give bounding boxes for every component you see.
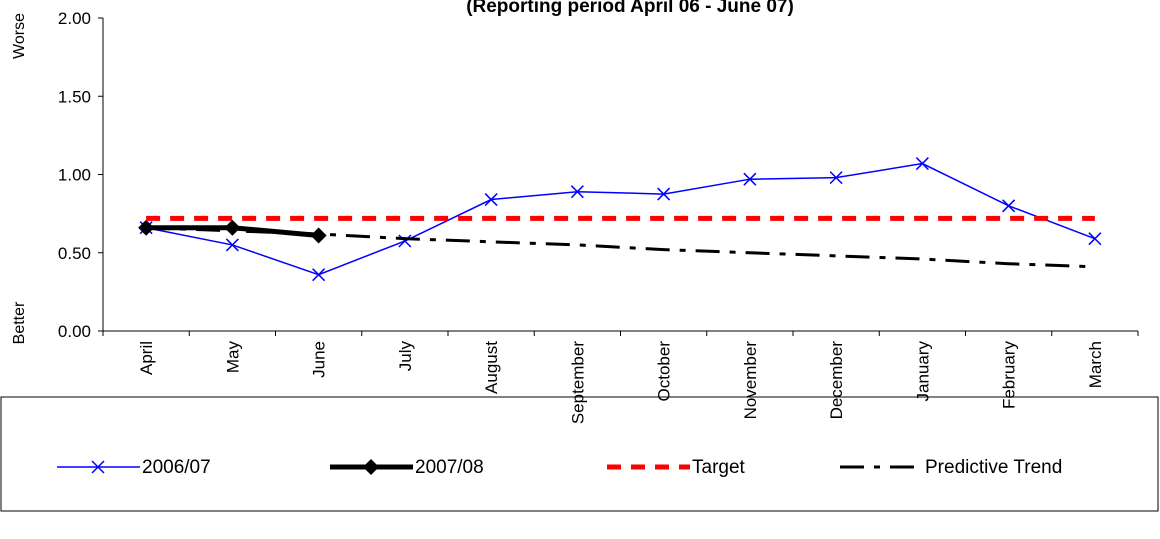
x-tick-label: January: [913, 341, 932, 402]
marker: [225, 238, 239, 252]
marker: [224, 219, 241, 236]
x-tick-label: April: [137, 341, 156, 375]
x-tick-label: February: [1000, 341, 1019, 410]
marker: [484, 193, 498, 207]
legend-label: Predictive Trend: [925, 457, 1062, 478]
marker: [1088, 232, 1102, 246]
y-tick-label: 2.00: [58, 9, 91, 28]
x-tick-label: August: [482, 341, 501, 394]
x-tick-label: March: [1086, 341, 1105, 388]
y-tick-label: 0.50: [58, 244, 91, 263]
x-tick-label: July: [396, 341, 415, 372]
y-tick-label: 1.50: [58, 87, 91, 106]
y-axis-label-bottom: Better: [11, 301, 28, 344]
marker: [570, 185, 584, 199]
x-tick-label: December: [827, 341, 846, 420]
x-tick-label: October: [655, 341, 674, 402]
marker: [312, 268, 326, 282]
marker: [743, 172, 757, 186]
legend-label: 2007/08: [415, 457, 484, 478]
marker: [91, 460, 105, 474]
marker: [829, 171, 843, 185]
series-line: [146, 226, 1095, 269]
x-tick-label: May: [223, 341, 242, 374]
marker: [310, 227, 327, 244]
y-axis-label-top: Worse: [11, 13, 28, 59]
legend-box: [0, 396, 1159, 512]
y-tick-label: 1.00: [58, 166, 91, 185]
legend-label: Target: [692, 457, 746, 478]
x-tick-label: September: [568, 341, 587, 424]
legend-label: 2006/07: [142, 457, 211, 478]
marker: [363, 459, 379, 475]
marker: [915, 157, 929, 171]
marker: [657, 187, 671, 201]
series-line: [145, 162, 1096, 276]
marker: [1002, 199, 1016, 213]
chart-title: (Reporting period April 06 - June 07): [466, 0, 794, 17]
y-tick-label: 0.00: [58, 322, 91, 341]
x-tick-label: June: [310, 341, 329, 378]
x-tick-label: November: [741, 341, 760, 420]
marker: [398, 234, 412, 248]
